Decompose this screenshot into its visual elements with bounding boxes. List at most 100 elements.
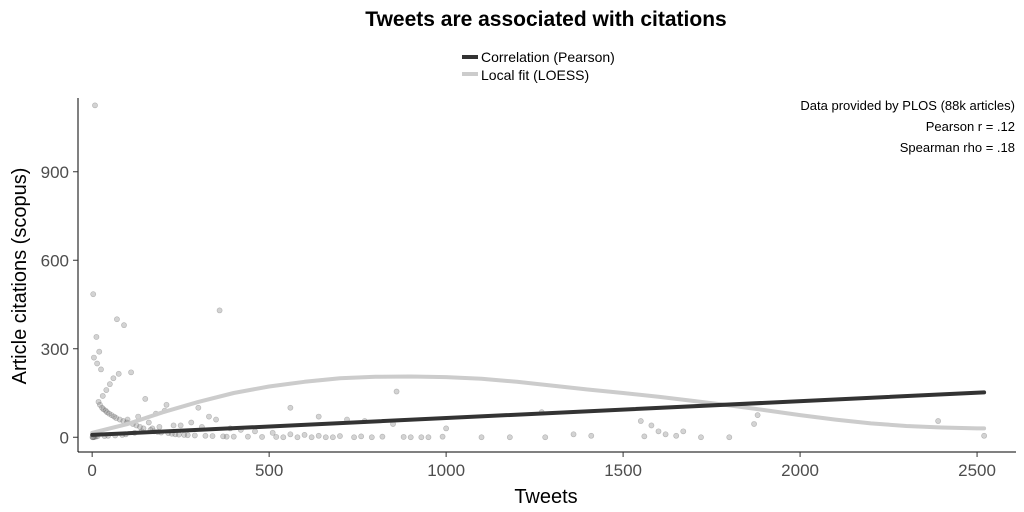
scatter-point <box>400 434 407 440</box>
scatter-point <box>698 434 704 441</box>
scatter-point <box>108 412 115 419</box>
scatter-point <box>308 434 315 441</box>
scatter-point <box>726 434 733 441</box>
scatter-point <box>115 370 122 377</box>
scatter-point <box>252 428 258 435</box>
scatter-point <box>273 434 280 440</box>
annotation-pearson: Pearson r = .12 <box>926 119 1015 134</box>
scatter-point <box>322 434 329 441</box>
scatter-point <box>113 415 120 421</box>
scatter-point <box>223 433 230 440</box>
scatter-point <box>91 354 97 361</box>
scatter-point <box>751 421 757 427</box>
scatter-point <box>99 404 105 411</box>
scatter-point <box>188 419 195 426</box>
x-axis-title: Tweets <box>514 486 577 508</box>
scatter-point <box>301 431 308 438</box>
x-tick-label: 2500 <box>958 461 996 480</box>
scatter-point <box>478 434 485 441</box>
scatter-point <box>315 432 322 439</box>
scatter-point <box>96 348 103 355</box>
scatter-point <box>259 434 265 440</box>
scatter-point <box>110 375 117 382</box>
y-tick-label: 900 <box>41 163 69 182</box>
pearson-fit-line <box>90 390 987 437</box>
x-tick-label: 1500 <box>604 461 642 480</box>
scatter-point <box>407 434 414 441</box>
scatter-point <box>137 424 143 430</box>
legend-label-loess: Local fit (LOESS) <box>481 67 589 83</box>
scatter-point <box>103 387 110 393</box>
scatter-point <box>329 434 336 441</box>
scatter-point <box>439 433 446 440</box>
scatter-point <box>95 398 102 405</box>
scatter-point <box>170 422 177 429</box>
scatter-point <box>981 432 988 439</box>
scatter-point <box>570 431 577 438</box>
scatter-point <box>114 316 120 323</box>
scatter-point <box>358 433 365 440</box>
scatter-point <box>142 395 149 402</box>
scatter-point <box>287 431 294 438</box>
scatter-point <box>287 404 294 411</box>
x-tick-label: 2000 <box>781 461 819 480</box>
scatter-point <box>418 434 425 441</box>
scatter-point <box>425 434 432 441</box>
scatter-point <box>92 102 98 109</box>
scatter-point <box>588 432 595 439</box>
fit-lines <box>90 374 987 437</box>
scatter-point <box>220 433 227 440</box>
scatter-point <box>655 428 662 435</box>
scatter-point <box>754 412 761 419</box>
scatter-point <box>140 425 147 432</box>
scatter-point <box>128 369 134 376</box>
legend: Correlation (Pearson) Local fit (LOESS) <box>462 49 615 83</box>
annotation-source: Data provided by PLOS (88k articles) <box>800 98 1015 113</box>
scatter-point <box>673 432 680 439</box>
scatter-point <box>111 413 118 420</box>
scatter-point <box>269 429 276 436</box>
annotations: Data provided by PLOS (88k articles) Pea… <box>800 98 1015 155</box>
scatter-point <box>206 413 212 420</box>
scatter-point <box>90 291 97 298</box>
x-tick-label: 0 <box>87 461 96 480</box>
scatter-point <box>662 431 669 438</box>
scatter-point <box>191 432 198 439</box>
scatter-point <box>100 406 107 413</box>
scatter-point <box>337 433 343 439</box>
chart-title: Tweets are associated with citations <box>365 8 726 31</box>
y-tick-label: 300 <box>41 340 69 359</box>
scatter-point <box>379 433 386 440</box>
y-tick-label: 600 <box>41 251 69 270</box>
scatter-point <box>184 432 191 439</box>
scatter-point <box>315 413 322 420</box>
annotation-spearman: Spearman rho = .18 <box>900 140 1015 155</box>
scatter-point <box>641 433 648 440</box>
scatter-point <box>104 409 110 416</box>
scatter-point <box>351 434 357 441</box>
scatter-points <box>89 102 988 441</box>
y-axis-title: Article citations (scopus) <box>9 168 31 385</box>
x-tick-label: 500 <box>255 461 283 480</box>
scatter-point <box>99 393 106 399</box>
scatter-point <box>637 418 644 424</box>
scatter-point <box>393 388 400 395</box>
scatter-point <box>121 322 127 329</box>
scatter-point <box>542 434 549 441</box>
scatter-point <box>280 434 287 441</box>
scatter-point <box>216 307 223 314</box>
scatter-point <box>230 433 237 440</box>
scatter-point <box>93 334 100 340</box>
scatter-point <box>209 433 216 439</box>
y-tick-label: 0 <box>60 428 69 447</box>
scatter-point <box>443 425 450 432</box>
scatter-point <box>163 401 170 408</box>
scatter-point <box>202 432 209 439</box>
scatter-point <box>506 434 513 441</box>
scatter-point <box>935 418 942 424</box>
scatter-point <box>106 381 113 388</box>
scatter-point <box>680 428 687 435</box>
scatter-point <box>106 410 113 417</box>
scatter-point <box>156 424 163 430</box>
